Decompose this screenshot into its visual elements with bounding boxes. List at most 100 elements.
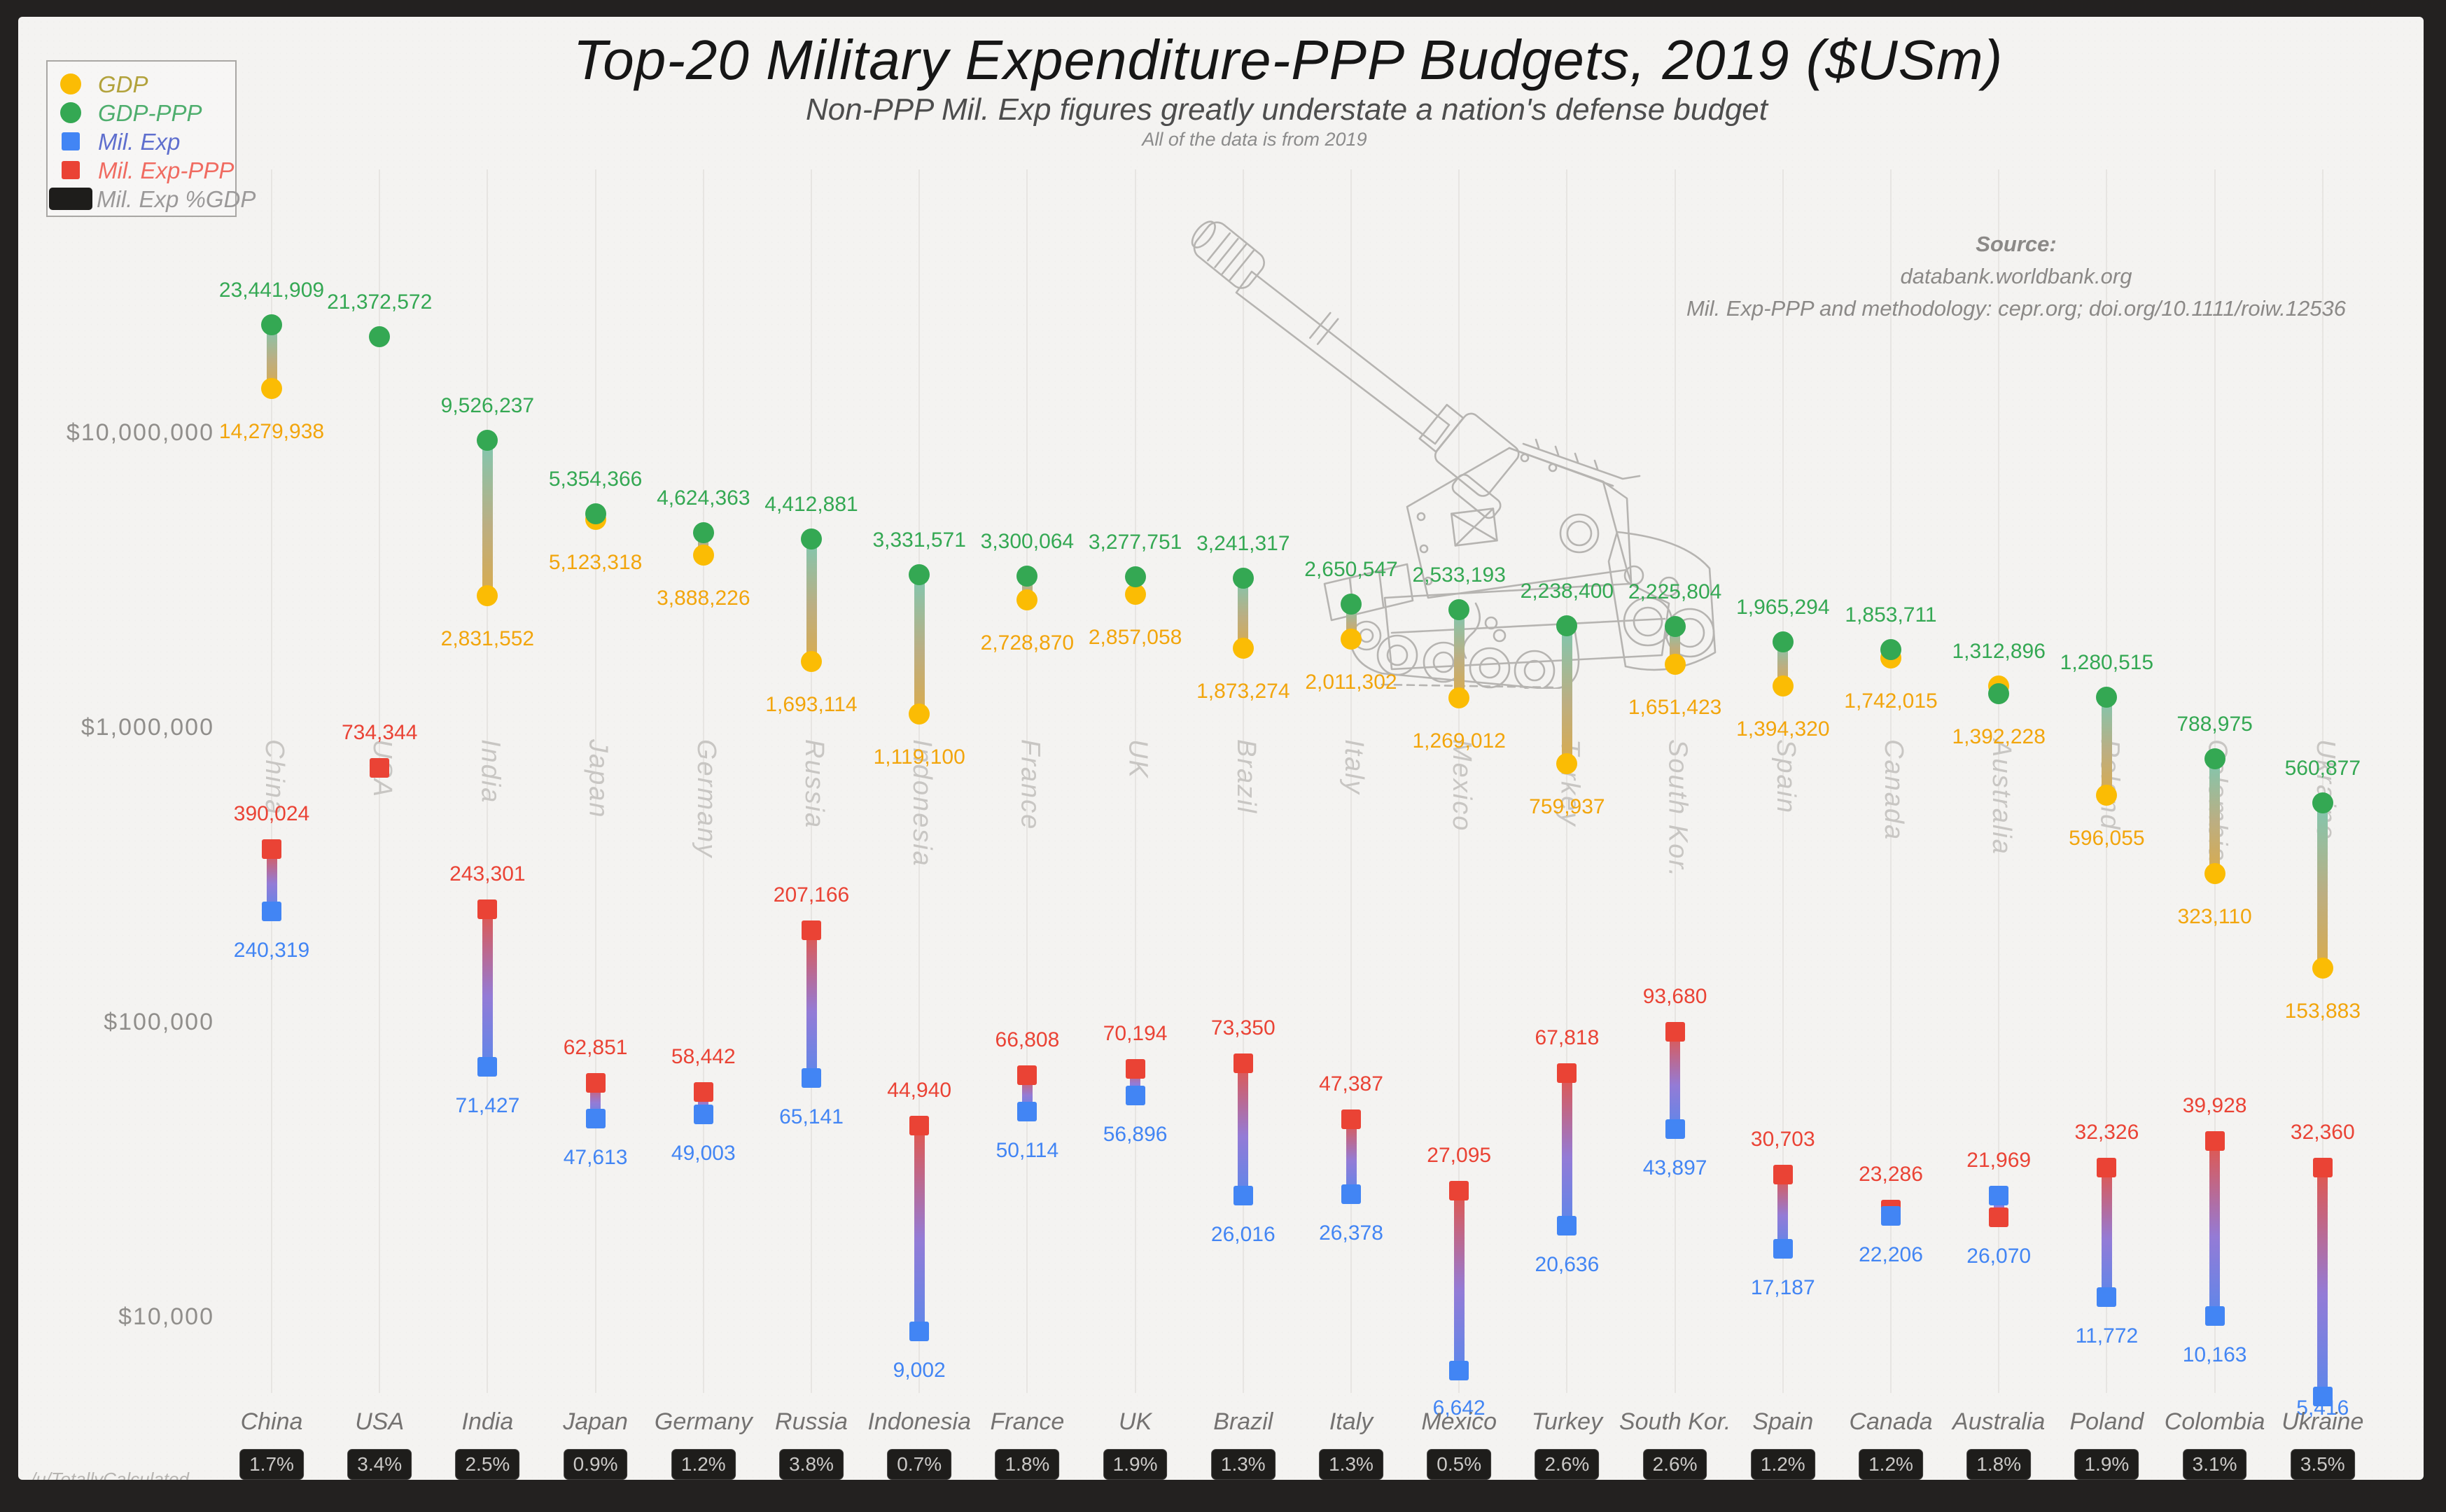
gdp-ppp-value-label: 3,277,751 [1088, 530, 1182, 554]
gdp-value-label: 1,873,274 [1196, 680, 1290, 704]
mil-square [1233, 1186, 1253, 1206]
pct-gdp-badge: 3.4% [347, 1449, 412, 1480]
page-title: Top-20 Military Expenditure-PPP Budgets,… [573, 29, 2004, 91]
mil-ppp-value-label: 21,969 [1966, 1148, 2032, 1172]
mil-ppp-value-label: 58,442 [671, 1045, 736, 1069]
gdp-ppp-value-label: 9,526,237 [440, 393, 535, 417]
mil-ppp-value-label: 62,851 [563, 1035, 628, 1059]
pct-gdp-badge: 1.2% [1750, 1449, 1815, 1480]
mil-value-label: 26,378 [1319, 1221, 1383, 1245]
gdp-bar [1238, 578, 1249, 649]
mil-square [2097, 1287, 2117, 1308]
pct-gdp-badge: 0.7% [887, 1449, 952, 1480]
mil-ppp-value-label: 390,024 [233, 802, 310, 826]
gdp-dot [801, 650, 822, 672]
country-vertical-label: China [260, 739, 289, 816]
x-axis-country-label: Poland [2069, 1408, 2144, 1435]
legend-label: Mil. Exp %GDP [97, 186, 256, 212]
gdp-dot [2096, 784, 2118, 806]
country-vertical-label: Mexico [1447, 739, 1477, 832]
mil-value-label: 26,016 [1210, 1223, 1276, 1247]
gdp-ppp-value-label: 3,331,571 [872, 528, 966, 552]
mil-ppp-value-label: 67,818 [1535, 1026, 1600, 1049]
mil-ppp-square [693, 1082, 713, 1102]
mil-square [2204, 1306, 2225, 1326]
mil-value-label: 6,642 [1432, 1396, 1486, 1420]
gdp-ppp-dot [2312, 792, 2333, 813]
gdp-value-label: 1,119,100 [873, 746, 965, 769]
data-year-note: All of the data is from 2019 [1142, 129, 1367, 150]
country-vertical-label: Japan [583, 739, 613, 819]
mil-ppp-square [909, 1116, 930, 1136]
mil-ppp-square [1125, 1058, 1145, 1079]
mil-square [1665, 1119, 1685, 1139]
mil-ppp-square [2097, 1158, 2117, 1178]
gdp-value-label: 5,123,318 [548, 551, 643, 575]
pct-gdp-badge: 2.5% [455, 1449, 520, 1480]
source-heading: Source: [1976, 232, 2057, 256]
mil-bar [806, 930, 817, 1079]
mil-bar [2209, 1140, 2221, 1317]
gdp-dot [1016, 589, 1038, 611]
gridline [1350, 169, 1352, 1393]
pct-gdp-badge: 2.6% [1642, 1449, 1707, 1480]
mil-square [1017, 1102, 1037, 1122]
gdp-value-label: 153,883 [2284, 1000, 2361, 1023]
chart-stage: China USA India Japan Germany Russia Indonesia… [18, 17, 2424, 1480]
gdp-dot [2312, 958, 2333, 979]
gdp-ppp-value-label: 5,354,366 [548, 468, 643, 491]
gdp-ppp-value-label: 4,412,881 [764, 492, 858, 516]
x-axis-country-label: Mexico [1421, 1408, 1497, 1435]
mil-value-label: 43,897 [1642, 1156, 1707, 1180]
x-axis-country-label: Ukraine [2281, 1408, 2364, 1435]
mil-bar [1670, 1031, 1681, 1129]
legend-item-mil-exp-ppp: Mil. Exp-PPP [48, 156, 235, 184]
pct-gdp-badge: 0.9% [563, 1449, 628, 1480]
mil-ppp-value-label: 66,808 [995, 1028, 1060, 1051]
mil-ppp-value-label: 47,387 [1319, 1072, 1383, 1096]
gridline [271, 169, 272, 1393]
gdp-bar [482, 440, 493, 596]
legend: GDP GDP-PPP Mil. Exp Mil. Exp-PPP Mil. Exp %… [46, 60, 256, 217]
y-axis-tick-label: $100,000 [104, 1009, 214, 1035]
gdp-ppp-legend-dot-icon [60, 102, 81, 123]
mil-ppp-value-label: 27,095 [1427, 1143, 1492, 1167]
source-block: Source: databank.worldbank.org Mil. Exp-… [1686, 228, 2346, 325]
mil-square [477, 1056, 498, 1077]
pct-gdp-badge: 1.2% [671, 1449, 736, 1480]
mil-bar [1346, 1119, 1357, 1194]
mil-square [802, 1068, 821, 1088]
pct-gdp-badge: 1.8% [1966, 1449, 2032, 1480]
mil-value-label: 11,772 [2075, 1324, 2139, 1348]
pct-gdp-badge: 0.5% [1427, 1449, 1492, 1480]
gdp-dot [909, 704, 930, 725]
mil-ppp-square [1449, 1180, 1469, 1200]
country-vertical-label: Italy [1339, 739, 1369, 795]
mil-value-label: 56,896 [1103, 1123, 1168, 1147]
x-axis-country-label: Germany [654, 1408, 753, 1435]
mil-square [262, 901, 281, 921]
pct-gdp-badge: 3.8% [779, 1449, 844, 1480]
source-line: Mil. Exp-PPP and methodology: cepr.org; … [1686, 296, 2347, 321]
mil-square [1773, 1238, 1793, 1259]
mil-square [1557, 1215, 1577, 1236]
gdp-ppp-value-label: 1,280,515 [2060, 650, 2154, 674]
mil-bar [1453, 1190, 1465, 1371]
gdp-ppp-value-label: 23,441,909 [218, 279, 325, 302]
gdp-ppp-value-label: 2,533,193 [1412, 564, 1506, 587]
mil-value-label: 10,163 [2182, 1343, 2247, 1367]
pct-gdp-legend-swatch-icon [49, 188, 92, 210]
mil-square [1449, 1360, 1469, 1380]
gdp-ppp-value-label: 1,853,711 [1845, 603, 1937, 627]
source-line: databank.worldbank.org [1900, 264, 2132, 288]
gridline [1134, 169, 1136, 1393]
mil-value-label: 240,319 [233, 938, 310, 962]
x-axis-country-label: Italy [1329, 1408, 1374, 1435]
x-axis-country-label: Japan [563, 1408, 628, 1435]
mil-value-label: 47,613 [563, 1145, 628, 1169]
x-axis-country-label: Spain [1752, 1408, 1814, 1435]
gdp-ppp-value-label: 4,624,363 [657, 486, 750, 510]
gridline [811, 169, 812, 1393]
gdp-ppp-dot [1772, 631, 1794, 653]
gdp-ppp-value-label: 2,225,804 [1628, 580, 1722, 603]
